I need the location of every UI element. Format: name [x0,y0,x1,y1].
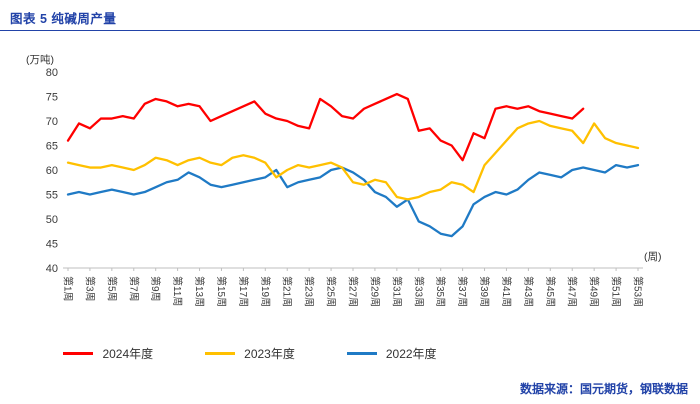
x-tick-label: 第13周 [193,276,206,307]
line-chart: 40 45 50 55 60 65 70 75 80 第1周 第3周 第5周 第7周 第9周 第11周 第13… [46,67,645,307]
y-tick-label: 70 [46,116,58,128]
legend-swatch-2022 [346,351,377,356]
x-tick-label: 第29周 [368,276,381,307]
x-tick-label: 第3周 [83,276,96,302]
x-tick-label: 第7周 [127,276,140,302]
x-tick-label: 第9周 [149,276,162,302]
x-tick-label: 第11周 [171,276,184,306]
x-tick-label: 第31周 [390,276,403,307]
x-tick-label: 第1周 [62,276,75,302]
series-line-2022年度 [66,163,640,238]
x-tick-label: 第21周 [281,276,294,307]
x-tick-label: 第53周 [632,276,645,307]
x-tick-label: 第35周 [434,276,447,307]
y-tick-label: 60 [46,165,58,177]
data-source-note: 数据来源：国元期货，钢联数据 [519,382,688,396]
title-divider [0,30,700,31]
y-axis-unit-label: (万吨) [26,54,54,66]
x-tick-label: 第19周 [259,276,272,307]
legend-item-2023: 2023年度 [205,345,295,362]
y-tick-label: 80 [46,67,58,79]
legend-item-2022: 2022年度 [346,345,437,362]
y-tick-label: 45 [46,239,58,251]
x-tick-label: 第43周 [522,276,535,307]
chart-legend: 2024年度 2023年度 2022年度 [10,345,490,362]
x-tick-label: 第5周 [105,276,118,302]
x-tick-label: 第39周 [478,276,491,307]
x-tick-label: 第41周 [500,276,513,307]
x-tick-label: 第27周 [347,276,360,307]
x-tick-label: 第45周 [544,276,557,307]
x-tick-label: 第15周 [215,276,228,307]
series-line-2023年度 [66,119,640,201]
chart-title: 图表 5 纯碱周产量 [10,12,117,26]
y-tick-label: 65 [46,141,58,153]
x-tick-label: 第23周 [303,276,316,307]
x-tick-label: 第51周 [610,276,623,307]
y-tick-label: 50 [46,214,58,226]
x-axis-unit-label: (周) [644,251,662,263]
x-tick-label: 第37周 [456,276,469,307]
legend-item-2024: 2024年度 [63,345,153,362]
x-tick-label: 第49周 [588,276,601,307]
y-tick-label: 55 [46,190,58,202]
legend-swatch-2023 [205,351,236,356]
legend-label-2024: 2024年度 [102,347,154,361]
y-tick-label: 75 [46,92,58,104]
x-tick-label: 第17周 [237,276,250,307]
series-line-2024年度 [66,92,585,162]
legend-label-2023: 2023年度 [244,347,295,361]
x-tick-label: 第47周 [566,276,579,307]
y-tick-label: 40 [46,263,58,275]
x-tick-label: 第33周 [412,276,425,307]
legend-label-2022: 2022年度 [385,347,437,361]
legend-swatch-2024 [63,351,94,356]
x-tick-label: 第25周 [325,276,338,307]
